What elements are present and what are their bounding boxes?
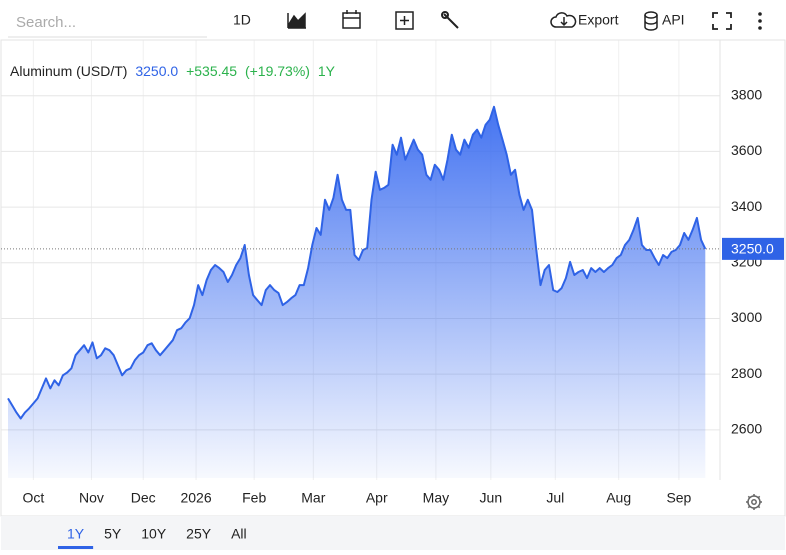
range-button[interactable]: All <box>231 526 247 542</box>
x-tick-label: 2026 <box>180 490 211 506</box>
area-fill <box>8 106 706 479</box>
export-button[interactable]: Export <box>578 12 619 28</box>
x-tick-label: Jun <box>480 490 503 506</box>
change: +535.45 <box>186 63 237 79</box>
header-text: Aluminum (USD/T) 3250.0 +535.45 (+19.73%… <box>10 63 336 79</box>
active-range-underline <box>58 546 94 549</box>
range-buttons: 1Y 5Y 10Y 25Y All <box>58 526 247 549</box>
x-tick-label: Mar <box>301 490 325 506</box>
settings-wrench-icon[interactable] <box>441 11 459 29</box>
api-button[interactable]: API <box>662 12 685 28</box>
search-box[interactable]: Search... <box>16 14 76 31</box>
x-tick-label: May <box>423 490 449 506</box>
range-bar <box>1 516 785 550</box>
x-tick-label: Jul <box>546 490 564 506</box>
y-tick-label: 2800 <box>731 365 762 381</box>
x-tick-label: Oct <box>22 490 44 506</box>
api-icon[interactable] <box>644 11 658 31</box>
y-tick-label: 3600 <box>731 142 762 158</box>
y-tick-label: 3000 <box>731 309 762 325</box>
toolbar <box>0 0 786 40</box>
y-tick-label: 3400 <box>731 198 762 214</box>
export-icon[interactable] <box>550 12 577 28</box>
price: 3250.0 <box>135 63 178 79</box>
chart-type-icon[interactable] <box>287 12 306 29</box>
last-price-tag <box>722 237 784 260</box>
change-percent: (+19.73%) <box>245 63 310 79</box>
x-tick-label: Aug <box>606 490 631 506</box>
fullscreen-icon[interactable] <box>712 12 732 30</box>
chart-header: Aluminum (USD/T) 3250.0 +535.45 (+19.73%… <box>10 63 336 79</box>
x-tick-label: Apr <box>366 490 388 506</box>
chart-settings-icon[interactable] <box>746 494 762 510</box>
add-indicator-icon[interactable] <box>395 11 414 30</box>
range-button[interactable]: 25Y <box>186 526 212 542</box>
y-tick-label: 2600 <box>731 421 762 437</box>
x-tick-label: Sep <box>666 490 691 506</box>
range-button[interactable]: 10Y <box>141 526 167 542</box>
interval-button[interactable]: 1D <box>233 12 251 28</box>
x-tick-label: Nov <box>79 490 104 506</box>
last-price-label: 3250.0 <box>731 241 774 257</box>
plot-area <box>1 40 720 480</box>
x-tick-label: Feb <box>242 490 266 506</box>
x-tick-label: Dec <box>131 490 156 506</box>
more-menu-icon[interactable] <box>758 12 762 30</box>
instrument-name: Aluminum (USD/T) <box>10 63 127 79</box>
price-line <box>7 105 707 420</box>
calendar-icon[interactable] <box>342 10 361 29</box>
range-button[interactable]: 5Y <box>104 526 122 542</box>
y-tick-label: 3800 <box>731 86 762 102</box>
period: 1Y <box>318 63 336 79</box>
range-button[interactable]: 1Y <box>67 526 85 542</box>
